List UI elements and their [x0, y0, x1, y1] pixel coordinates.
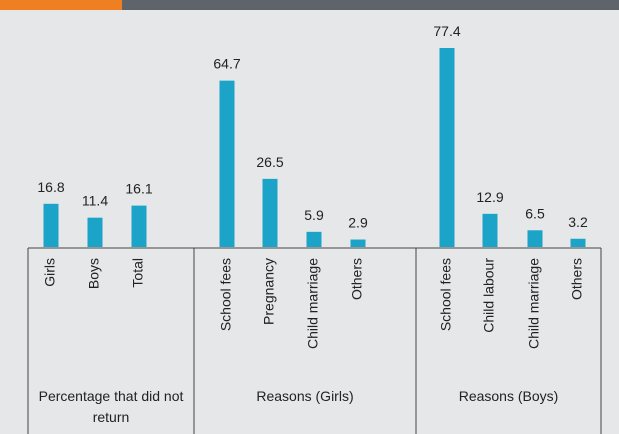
category-label: School fees [218, 258, 234, 331]
value-label: 16.1 [125, 181, 152, 197]
group-label: Percentage that did not return [38, 388, 184, 425]
category-label: Boys [86, 258, 102, 289]
category-label: Pregnancy [261, 258, 277, 325]
value-label: 26.5 [256, 154, 283, 170]
bar [219, 80, 235, 247]
bar [527, 230, 543, 247]
bar [439, 48, 455, 247]
category-label: Others [569, 258, 585, 300]
category-label: Girls [42, 258, 58, 287]
bar [87, 217, 103, 247]
bar [482, 213, 498, 247]
category-label: School fees [438, 258, 454, 331]
bar [262, 178, 278, 247]
value-label: 6.5 [525, 205, 545, 221]
bar [306, 231, 322, 247]
bar [350, 239, 366, 247]
accent-strip [0, 0, 122, 10]
category-label: Others [349, 258, 365, 300]
value-label: 16.8 [37, 179, 64, 195]
value-label: 77.4 [433, 23, 460, 39]
header-strip [122, 0, 619, 10]
category-label: Child marriage [305, 258, 321, 349]
bar [43, 203, 59, 247]
category-label: Child marriage [526, 258, 542, 349]
bar [570, 238, 586, 247]
value-label: 5.9 [304, 207, 324, 223]
value-label: 64.7 [213, 56, 240, 72]
category-label: Child labour [481, 258, 497, 333]
value-label: 12.9 [476, 189, 503, 205]
value-label: 3.2 [568, 214, 588, 230]
bar [131, 205, 147, 247]
category-label: Total [130, 258, 146, 288]
group-label: Reasons (Boys) [458, 388, 559, 404]
value-label: 2.9 [348, 215, 368, 231]
group-label: Reasons (Girls) [256, 388, 354, 404]
value-label: 11.4 [82, 193, 108, 209]
